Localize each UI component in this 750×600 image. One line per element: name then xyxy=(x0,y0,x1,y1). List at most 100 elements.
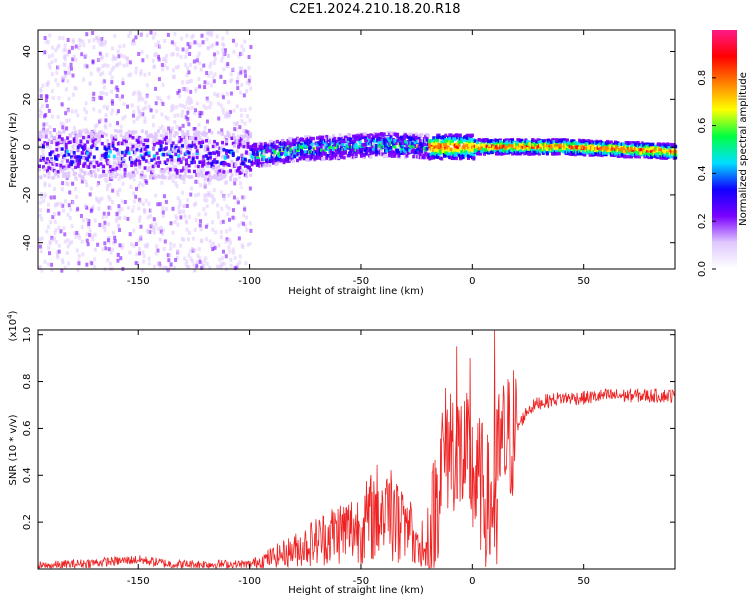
heatmap-cell xyxy=(82,164,86,168)
heatmap-cell xyxy=(593,147,597,151)
heatmap-cell xyxy=(348,142,352,147)
heatmap-cell xyxy=(86,242,90,247)
heatmap-cell xyxy=(185,119,189,124)
heatmap-cell xyxy=(171,206,175,211)
heatmap-cell xyxy=(209,177,213,181)
heatmap-cell xyxy=(169,221,173,226)
heatmap-cell xyxy=(446,138,450,143)
heatmap-cell xyxy=(242,93,246,98)
heatmap-cell xyxy=(44,134,48,139)
heatmap-cell xyxy=(139,72,143,77)
heatmap-cell xyxy=(154,222,158,227)
heatmap-cell xyxy=(163,239,167,244)
heatmap-cell xyxy=(228,227,232,232)
heatmap-cell xyxy=(233,255,237,260)
heatmap-cell xyxy=(136,140,140,144)
heatmap-cell xyxy=(589,150,593,155)
heatmap-cell xyxy=(154,43,158,48)
heatmap-cell xyxy=(245,151,249,155)
heatmap-cell xyxy=(41,116,45,121)
heatmap-cell xyxy=(63,62,67,67)
heatmap-cell xyxy=(294,140,298,145)
heatmap-cell xyxy=(143,116,147,121)
heatmap-cell xyxy=(68,140,72,144)
heatmap-cell xyxy=(651,142,655,147)
heatmap-cell xyxy=(191,157,195,162)
heatmap-cell xyxy=(176,255,180,260)
heatmap-cell xyxy=(162,133,166,138)
heatmap-cell xyxy=(93,124,97,129)
heatmap-cell xyxy=(171,141,175,145)
heatmap-cell xyxy=(151,35,155,40)
heatmap-cell xyxy=(54,171,58,176)
heatmap-cell xyxy=(442,142,446,147)
heatmap-cell xyxy=(400,147,404,152)
heatmap-cell xyxy=(55,148,59,152)
heatmap-cell xyxy=(193,140,197,144)
heatmap-cell xyxy=(123,173,127,178)
heatmap-cell xyxy=(600,153,604,158)
heatmap-cell xyxy=(165,130,169,135)
heatmap-cell xyxy=(434,141,438,145)
heatmap-cell xyxy=(211,200,215,205)
heatmap-cell xyxy=(56,170,60,174)
heatmap-cell xyxy=(77,261,81,266)
heatmap-cell xyxy=(426,133,430,138)
heatmap-cell xyxy=(242,162,246,166)
heatmap-cell xyxy=(71,167,75,172)
heatmap-cell xyxy=(237,72,241,77)
heatmap-cell xyxy=(111,171,115,175)
heatmap-cell xyxy=(157,54,161,59)
heatmap-cell xyxy=(229,123,233,128)
heatmap-cell xyxy=(61,122,65,127)
heatmap-cell xyxy=(206,253,210,258)
heatmap-cell xyxy=(188,249,192,254)
heatmap-cell xyxy=(591,145,595,149)
heatmap-cell xyxy=(225,114,229,119)
heatmap-cell xyxy=(179,136,183,141)
heatmap-cell xyxy=(197,152,201,157)
heatmap-cell xyxy=(81,218,85,223)
heatmap-cell xyxy=(93,232,97,237)
heatmap-cell xyxy=(583,150,587,154)
heatmap-cell xyxy=(66,159,70,163)
heatmap-cell xyxy=(477,138,481,142)
heatmap-cell xyxy=(53,230,57,235)
heatmap-cell xyxy=(110,135,114,140)
heatmap-cell xyxy=(167,170,171,175)
heatmap-cell xyxy=(219,103,223,108)
heatmap-cell xyxy=(239,51,243,56)
heatmap-cell xyxy=(97,206,101,211)
heatmap-cell xyxy=(50,60,54,65)
heatmap-cell xyxy=(169,262,173,267)
heatmap-cell xyxy=(171,51,175,56)
heatmap-cell xyxy=(86,158,90,162)
heatmap-cell xyxy=(80,225,84,230)
heatmap-cell xyxy=(483,152,487,156)
heatmap-cell xyxy=(117,204,121,209)
heatmap-cell xyxy=(39,87,43,92)
heatmap-cell xyxy=(106,139,110,143)
heatmap-cell xyxy=(61,260,65,265)
heatmap-cell xyxy=(414,132,418,136)
heatmap-cell xyxy=(137,238,141,243)
heatmap-cell xyxy=(175,184,179,189)
heatmap-cell xyxy=(114,56,118,61)
heatmap-cell xyxy=(193,65,197,70)
heatmap-cell xyxy=(38,108,42,113)
spectrogram-y-tick-label: 0 xyxy=(22,144,33,150)
heatmap-cell xyxy=(231,215,235,220)
heatmap-cell xyxy=(47,245,51,250)
heatmap-cell xyxy=(113,33,117,38)
heatmap-cell xyxy=(186,237,190,242)
heatmap-cell xyxy=(240,153,244,158)
heatmap-cell xyxy=(66,244,70,249)
heatmap-cell xyxy=(208,265,212,270)
heatmap-cell xyxy=(436,154,440,159)
heatmap-cell xyxy=(412,154,416,159)
heatmap-cell xyxy=(158,237,162,242)
heatmap-cell xyxy=(110,111,114,116)
heatmap-cell xyxy=(358,135,362,139)
heatmap-cell xyxy=(362,155,366,159)
heatmap-cell xyxy=(215,264,219,269)
